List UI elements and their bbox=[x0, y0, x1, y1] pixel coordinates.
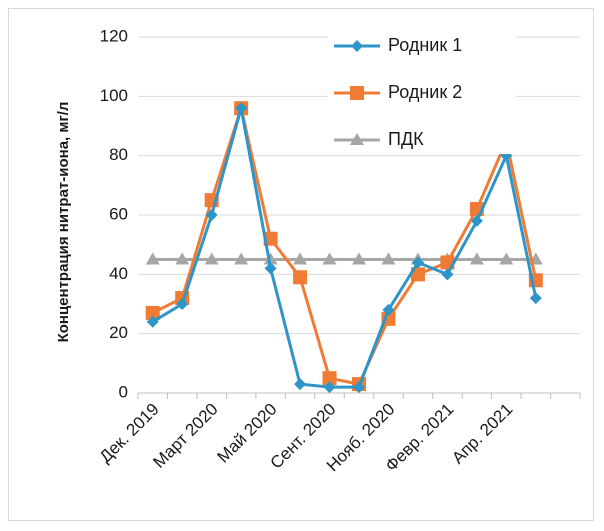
data-point bbox=[352, 252, 366, 265]
y-tick-label: 60 bbox=[109, 204, 128, 223]
data-point bbox=[353, 381, 365, 394]
data-point bbox=[176, 298, 189, 310]
data-point bbox=[293, 252, 308, 265]
y-tick-label: 40 bbox=[109, 264, 128, 283]
legend: Родник 1 Родник 2 ПДК bbox=[328, 24, 516, 154]
data-point bbox=[264, 262, 277, 275]
data-point bbox=[235, 102, 248, 115]
y-tick-label: 100 bbox=[100, 86, 128, 105]
data-point bbox=[145, 252, 160, 265]
legend-label: ПДК bbox=[388, 129, 424, 149]
data-point bbox=[411, 256, 424, 269]
legend-item: ПДК bbox=[334, 129, 424, 149]
y-tick-label: 80 bbox=[109, 145, 128, 164]
legend-marker bbox=[350, 133, 364, 145]
data-point bbox=[322, 252, 337, 265]
data-point bbox=[499, 252, 514, 265]
x-tick-label: Март 2020 bbox=[149, 400, 221, 472]
data-point bbox=[294, 378, 307, 391]
y-tick-label: 20 bbox=[109, 323, 128, 342]
y-tick-label: 120 bbox=[100, 26, 128, 45]
y-axis-title: Концентрация нитрат-иона, мг/л bbox=[55, 102, 72, 343]
data-point bbox=[529, 292, 542, 305]
data-point bbox=[470, 214, 483, 227]
legend-marker bbox=[350, 86, 364, 100]
legend-item: Родник 1 bbox=[334, 35, 462, 55]
data-point bbox=[205, 209, 218, 221]
data-point bbox=[234, 252, 249, 265]
data-point bbox=[175, 252, 190, 265]
series-line bbox=[151, 106, 538, 389]
series-line bbox=[152, 106, 538, 386]
data-point bbox=[263, 252, 278, 265]
data-point bbox=[145, 305, 160, 320]
legend-label: Родник 2 bbox=[388, 82, 462, 102]
data-point bbox=[204, 252, 219, 265]
legend-item: Родник 2 bbox=[334, 82, 462, 102]
data-point bbox=[293, 270, 308, 285]
y-tick-label: 0 bbox=[119, 382, 128, 401]
series-triangle bbox=[145, 252, 543, 265]
data-point bbox=[381, 252, 396, 265]
data-point bbox=[322, 371, 337, 386]
legend-marker bbox=[351, 40, 363, 52]
data-point bbox=[382, 303, 395, 316]
legend-label: Родник 1 bbox=[388, 35, 462, 55]
data-point bbox=[146, 315, 159, 328]
data-point bbox=[469, 252, 484, 265]
data-point bbox=[323, 381, 336, 394]
data-point bbox=[441, 268, 454, 281]
x-tick-label: Апр. 2021 bbox=[448, 400, 516, 468]
